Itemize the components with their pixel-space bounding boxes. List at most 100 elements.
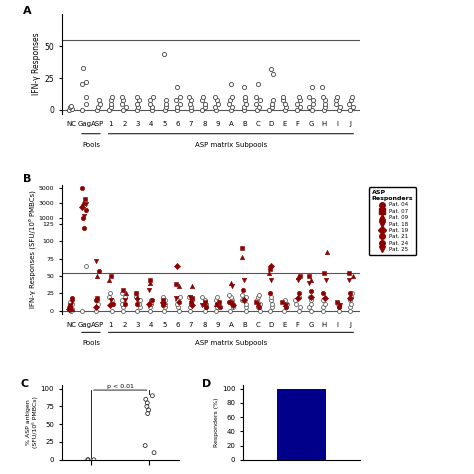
Point bbox=[319, 303, 327, 311]
Point bbox=[198, 96, 206, 103]
Point bbox=[107, 273, 115, 280]
Text: B: B bbox=[23, 174, 31, 184]
Point bbox=[146, 279, 154, 287]
Y-axis label: % ASP antigen
(SFU/10⁶ PMBCs): % ASP antigen (SFU/10⁶ PMBCs) bbox=[26, 396, 38, 448]
Point bbox=[119, 286, 127, 294]
Point bbox=[242, 293, 249, 301]
Point bbox=[254, 303, 262, 311]
Point bbox=[67, 102, 75, 110]
Point bbox=[256, 300, 264, 308]
Point bbox=[292, 300, 300, 308]
Point bbox=[295, 294, 302, 302]
Point bbox=[118, 297, 126, 304]
Point bbox=[188, 297, 195, 304]
Point bbox=[269, 96, 276, 103]
Point bbox=[175, 307, 182, 315]
Point bbox=[254, 106, 261, 114]
Point bbox=[346, 100, 353, 108]
Point bbox=[320, 269, 328, 276]
Point bbox=[227, 299, 235, 306]
Point bbox=[147, 297, 155, 304]
Point bbox=[121, 293, 128, 301]
Point bbox=[294, 273, 302, 281]
Point bbox=[92, 257, 100, 264]
Text: Pools: Pools bbox=[82, 340, 100, 346]
Point bbox=[92, 303, 100, 311]
Point bbox=[294, 276, 301, 283]
Point bbox=[187, 106, 194, 114]
Y-axis label: Responders (%): Responders (%) bbox=[214, 398, 219, 447]
Point bbox=[283, 303, 290, 311]
Text: Pools: Pools bbox=[82, 142, 100, 148]
Point bbox=[252, 100, 260, 108]
Point bbox=[107, 104, 115, 111]
Point bbox=[282, 301, 290, 309]
Point bbox=[281, 307, 288, 315]
Point bbox=[305, 279, 313, 287]
Point bbox=[93, 297, 100, 304]
Point bbox=[256, 307, 264, 315]
Point bbox=[118, 300, 126, 308]
Point bbox=[174, 303, 182, 311]
Point bbox=[213, 301, 221, 309]
Point bbox=[238, 253, 246, 261]
Point bbox=[202, 303, 210, 311]
Point bbox=[82, 93, 90, 101]
Point bbox=[240, 104, 248, 111]
Point bbox=[321, 104, 328, 111]
Point bbox=[335, 106, 343, 114]
Point bbox=[321, 100, 328, 108]
Point bbox=[93, 294, 100, 302]
Point bbox=[307, 276, 314, 283]
Point bbox=[142, 395, 150, 403]
Point bbox=[109, 300, 117, 308]
Point bbox=[295, 93, 303, 101]
Point bbox=[148, 297, 156, 304]
Point bbox=[226, 96, 234, 103]
Point bbox=[281, 297, 289, 304]
Point bbox=[305, 104, 312, 111]
Point bbox=[173, 300, 181, 308]
Point bbox=[109, 93, 116, 101]
Point bbox=[105, 106, 112, 114]
Point bbox=[229, 301, 237, 309]
Point bbox=[226, 307, 234, 315]
Point bbox=[323, 248, 330, 255]
Point bbox=[201, 299, 209, 306]
Point bbox=[295, 290, 303, 297]
Point bbox=[79, 184, 86, 192]
Point bbox=[227, 293, 235, 301]
Point bbox=[279, 299, 286, 306]
Point bbox=[121, 300, 128, 308]
Point bbox=[158, 300, 166, 308]
Point bbox=[202, 300, 210, 308]
Point bbox=[308, 83, 315, 91]
Point bbox=[267, 293, 274, 301]
Point bbox=[173, 294, 180, 302]
Point bbox=[66, 303, 73, 310]
Point bbox=[107, 301, 114, 309]
Point bbox=[216, 303, 223, 311]
Point bbox=[241, 96, 248, 103]
Point bbox=[118, 93, 126, 101]
Point bbox=[240, 83, 248, 91]
Point bbox=[254, 297, 261, 304]
Point bbox=[148, 106, 156, 114]
Point bbox=[336, 303, 343, 311]
Bar bbox=[277, 389, 326, 460]
Point bbox=[212, 300, 220, 308]
Point bbox=[118, 290, 126, 297]
Point bbox=[348, 93, 356, 101]
Point bbox=[162, 100, 169, 108]
Point bbox=[66, 306, 74, 314]
Point bbox=[108, 297, 116, 304]
Point bbox=[228, 93, 236, 101]
Point bbox=[186, 303, 194, 311]
Point bbox=[134, 100, 141, 108]
Point bbox=[225, 100, 233, 108]
Point bbox=[122, 290, 129, 297]
Point bbox=[346, 96, 354, 103]
Point bbox=[146, 300, 153, 308]
Point bbox=[141, 442, 149, 449]
Point bbox=[188, 283, 195, 290]
